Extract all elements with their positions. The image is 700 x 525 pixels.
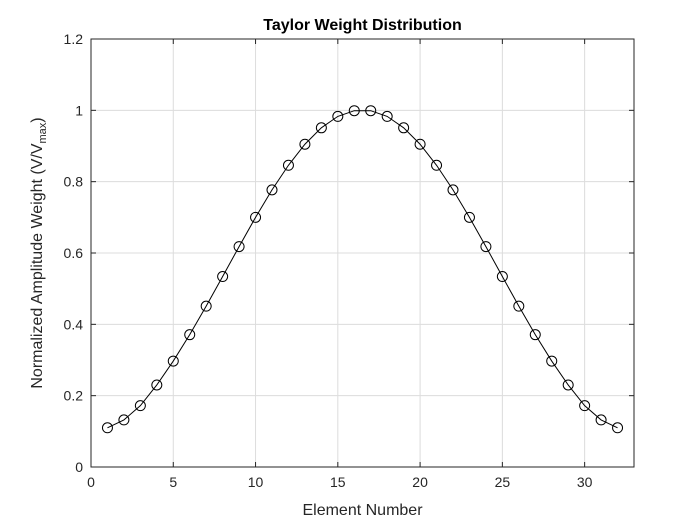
data-point-marker: [282, 159, 294, 171]
x-tick-label: 30: [577, 474, 593, 490]
chart-title: Taylor Weight Distribution: [263, 17, 462, 34]
x-tick-label: 15: [330, 474, 346, 490]
y-tick-label: 0: [75, 459, 83, 475]
data-point-marker: [348, 105, 360, 117]
data-point-marker: [595, 414, 607, 426]
data-point-marker: [151, 379, 163, 391]
data-point-marker: [101, 422, 113, 434]
data-point-marker: [480, 241, 492, 253]
y-tick-label: 1.2: [64, 31, 84, 47]
x-tick-label: 5: [169, 474, 177, 490]
y-axis-label-close: ): [29, 117, 46, 122]
data-point-marker: [431, 159, 443, 171]
data-point-marker: [118, 414, 130, 426]
data-point-marker: [447, 184, 459, 196]
data-point-marker: [167, 355, 179, 367]
data-point-marker: [233, 241, 245, 253]
data-point-marker: [315, 122, 327, 134]
x-tick-label: 10: [248, 474, 264, 490]
data-point-marker: [513, 300, 525, 312]
ticks: 0 5 10 15 20 25 30 0 0.2 0.4 0.6 0.8 1 1.2: [64, 31, 634, 490]
data-point-marker: [134, 400, 146, 412]
data-point-marker: [463, 211, 475, 223]
data-point-marker: [414, 138, 426, 150]
data-point-marker: [546, 355, 558, 367]
y-axis-label-main: Normalized Amplitude Weight (V/V: [29, 143, 46, 388]
y-tick-label: 0.2: [64, 388, 84, 404]
y-tick-label: 0.8: [64, 174, 84, 190]
series-layer: [101, 105, 624, 434]
x-tick-label: 0: [87, 474, 95, 490]
y-tick-label: 0.4: [64, 316, 84, 332]
data-point-marker: [217, 271, 229, 283]
data-point-marker: [612, 422, 624, 434]
x-axis-label: Element Number: [302, 502, 423, 519]
data-point-marker: [184, 329, 196, 341]
data-point-marker: [250, 211, 262, 223]
data-point-marker: [562, 379, 574, 391]
data-point-marker: [200, 300, 212, 312]
data-point-marker: [332, 110, 344, 122]
y-axis-label-subscript: max: [37, 122, 49, 143]
x-tick-label: 20: [412, 474, 428, 490]
data-point-marker: [529, 329, 541, 341]
data-point-marker: [365, 105, 377, 117]
y-tick-label: 0.6: [64, 245, 84, 261]
data-point-marker: [266, 184, 278, 196]
data-point-marker: [579, 400, 591, 412]
data-point-marker: [381, 110, 393, 122]
y-axis-label: Normalized Amplitude Weight (V/Vmax): [29, 117, 49, 388]
data-point-marker: [398, 122, 410, 134]
data-point-marker: [299, 138, 311, 150]
y-tick-label: 1: [75, 102, 83, 118]
data-point-marker: [496, 271, 508, 283]
x-tick-label: 25: [495, 474, 511, 490]
